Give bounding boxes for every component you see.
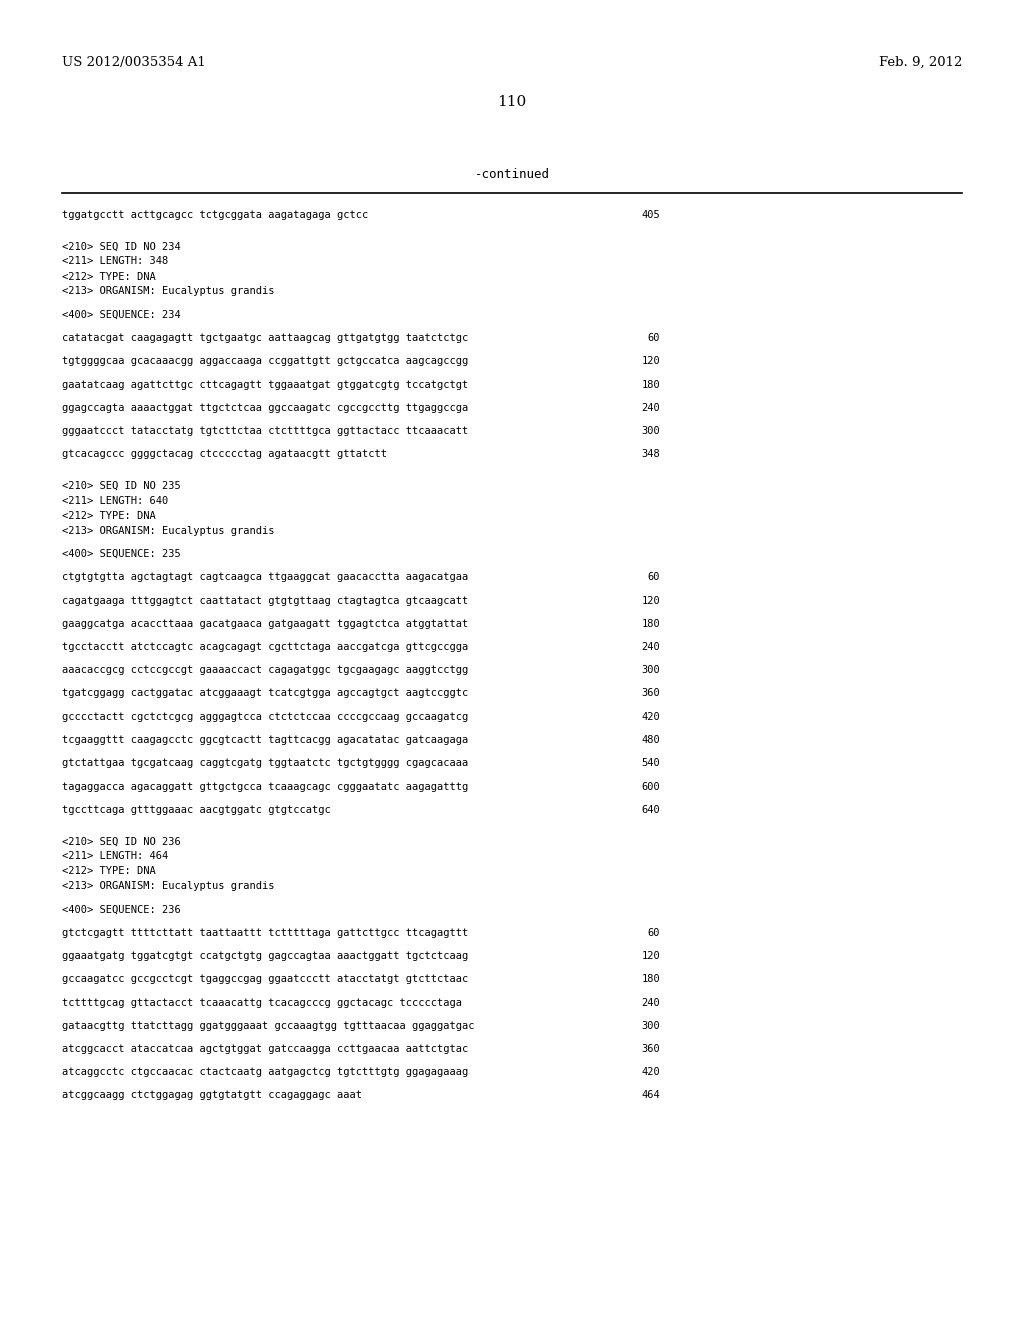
Text: 540: 540: [641, 758, 660, 768]
Text: 360: 360: [641, 689, 660, 698]
Text: tcttttgcag gttactacct tcaaacattg tcacagcccg ggctacagc tccccctaga: tcttttgcag gttactacct tcaaacattg tcacagc…: [62, 998, 462, 1007]
Text: 640: 640: [641, 805, 660, 814]
Text: gccaagatcc gccgcctcgt tgaggccgag ggaatccctt atacctatgt gtcttctaac: gccaagatcc gccgcctcgt tgaggccgag ggaatcc…: [62, 974, 468, 985]
Text: 240: 240: [641, 403, 660, 413]
Text: 300: 300: [641, 426, 660, 436]
Text: atcaggcctc ctgccaacac ctactcaatg aatgagctcg tgtctttgtg ggagagaaag: atcaggcctc ctgccaacac ctactcaatg aatgagc…: [62, 1068, 468, 1077]
Text: tggatgcctt acttgcagcc tctgcggata aagatagaga gctcc: tggatgcctt acttgcagcc tctgcggata aagatag…: [62, 210, 369, 220]
Text: tgtggggcaa gcacaaacgg aggaccaaga ccggattgtt gctgccatca aagcagccgg: tgtggggcaa gcacaaacgg aggaccaaga ccggatt…: [62, 356, 468, 366]
Text: tgcctacctt atctccagtc acagcagagt cgcttctaga aaccgatcga gttcgccgga: tgcctacctt atctccagtc acagcagagt cgcttct…: [62, 642, 468, 652]
Text: <400> SEQUENCE: 235: <400> SEQUENCE: 235: [62, 549, 181, 558]
Text: 464: 464: [641, 1090, 660, 1101]
Text: <212> TYPE: DNA: <212> TYPE: DNA: [62, 272, 156, 281]
Text: 60: 60: [647, 333, 660, 343]
Text: <400> SEQUENCE: 234: <400> SEQUENCE: 234: [62, 310, 181, 319]
Text: cagatgaaga tttggagtct caattatact gtgtgttaag ctagtagtca gtcaagcatt: cagatgaaga tttggagtct caattatact gtgtgtt…: [62, 595, 468, 606]
Text: 240: 240: [641, 998, 660, 1007]
Text: 405: 405: [641, 210, 660, 220]
Text: gaaggcatga acaccttaaa gacatgaaca gatgaagatt tggagtctca atggtattat: gaaggcatga acaccttaaa gacatgaaca gatgaag…: [62, 619, 468, 628]
Text: <212> TYPE: DNA: <212> TYPE: DNA: [62, 511, 156, 521]
Text: tgccttcaga gtttggaaac aacgtggatc gtgtccatgc: tgccttcaga gtttggaaac aacgtggatc gtgtcca…: [62, 805, 331, 814]
Text: gggaatccct tatacctatg tgtcttctaa ctcttttgca ggttactacc ttcaaacatt: gggaatccct tatacctatg tgtcttctaa ctctttt…: [62, 426, 468, 436]
Text: 60: 60: [647, 928, 660, 937]
Text: gaatatcaag agattcttgc cttcagagtt tggaaatgat gtggatcgtg tccatgctgt: gaatatcaag agattcttgc cttcagagtt tggaaat…: [62, 380, 468, 389]
Text: 60: 60: [647, 573, 660, 582]
Text: <400> SEQUENCE: 236: <400> SEQUENCE: 236: [62, 904, 181, 915]
Text: ggagccagta aaaactggat ttgctctcaa ggccaagatc cgccgccttg ttgaggccga: ggagccagta aaaactggat ttgctctcaa ggccaag…: [62, 403, 468, 413]
Text: 120: 120: [641, 356, 660, 366]
Text: <213> ORGANISM: Eucalyptus grandis: <213> ORGANISM: Eucalyptus grandis: [62, 286, 274, 297]
Text: Feb. 9, 2012: Feb. 9, 2012: [879, 55, 962, 69]
Text: 420: 420: [641, 711, 660, 722]
Text: aaacaccgcg cctccgccgt gaaaaccact cagagatggc tgcgaagagc aaggtcctgg: aaacaccgcg cctccgccgt gaaaaccact cagagat…: [62, 665, 468, 676]
Text: 600: 600: [641, 781, 660, 792]
Text: gcccctactt cgctctcgcg agggagtcca ctctctccaa ccccgccaag gccaagatcg: gcccctactt cgctctcgcg agggagtcca ctctctc…: [62, 711, 468, 722]
Text: 180: 180: [641, 619, 660, 628]
Text: 180: 180: [641, 380, 660, 389]
Text: tgatcggagg cactggatac atcggaaagt tcatcgtgga agccagtgct aagtccggtc: tgatcggagg cactggatac atcggaaagt tcatcgt…: [62, 689, 468, 698]
Text: 110: 110: [498, 95, 526, 110]
Text: tagaggacca agacaggatt gttgctgcca tcaaagcagc cgggaatatc aagagatttg: tagaggacca agacaggatt gttgctgcca tcaaagc…: [62, 781, 468, 792]
Text: ggaaatgatg tggatcgtgt ccatgctgtg gagccagtaa aaactggatt tgctctcaag: ggaaatgatg tggatcgtgt ccatgctgtg gagccag…: [62, 950, 468, 961]
Text: -continued: -continued: [474, 168, 550, 181]
Text: <210> SEQ ID NO 234: <210> SEQ ID NO 234: [62, 242, 181, 252]
Text: gtcacagccc ggggctacag ctccccctag agataacgtt gttatctt: gtcacagccc ggggctacag ctccccctag agataac…: [62, 449, 387, 459]
Text: 180: 180: [641, 974, 660, 985]
Text: 120: 120: [641, 950, 660, 961]
Text: ctgtgtgtta agctagtagt cagtcaagca ttgaaggcat gaacacctta aagacatgaa: ctgtgtgtta agctagtagt cagtcaagca ttgaagg…: [62, 573, 468, 582]
Text: <211> LENGTH: 348: <211> LENGTH: 348: [62, 256, 168, 267]
Text: gtctcgagtt ttttcttatt taattaattt tctttttaga gattcttgcc ttcagagttt: gtctcgagtt ttttcttatt taattaattt tcttttt…: [62, 928, 468, 937]
Text: tcgaaggttt caagagcctc ggcgtcactt tagttcacgg agacatatac gatcaagaga: tcgaaggttt caagagcctc ggcgtcactt tagttca…: [62, 735, 468, 744]
Text: <210> SEQ ID NO 235: <210> SEQ ID NO 235: [62, 480, 181, 491]
Text: atcggcaagg ctctggagag ggtgtatgtt ccagaggagc aaat: atcggcaagg ctctggagag ggtgtatgtt ccagagg…: [62, 1090, 362, 1101]
Text: <213> ORGANISM: Eucalyptus grandis: <213> ORGANISM: Eucalyptus grandis: [62, 525, 274, 536]
Text: <212> TYPE: DNA: <212> TYPE: DNA: [62, 866, 156, 876]
Text: 420: 420: [641, 1068, 660, 1077]
Text: atcggcacct ataccatcaa agctgtggat gatccaagga ccttgaacaa aattctgtac: atcggcacct ataccatcaa agctgtggat gatccaa…: [62, 1044, 468, 1053]
Text: 120: 120: [641, 595, 660, 606]
Text: 348: 348: [641, 449, 660, 459]
Text: <211> LENGTH: 640: <211> LENGTH: 640: [62, 496, 168, 506]
Text: US 2012/0035354 A1: US 2012/0035354 A1: [62, 55, 206, 69]
Text: gataacgttg ttatcttagg ggatgggaaat gccaaagtgg tgtttaacaa ggaggatgac: gataacgttg ttatcttagg ggatgggaaat gccaaa…: [62, 1020, 474, 1031]
Text: 240: 240: [641, 642, 660, 652]
Text: 300: 300: [641, 1020, 660, 1031]
Text: <213> ORGANISM: Eucalyptus grandis: <213> ORGANISM: Eucalyptus grandis: [62, 882, 274, 891]
Text: 360: 360: [641, 1044, 660, 1053]
Text: 300: 300: [641, 665, 660, 676]
Text: gtctattgaa tgcgatcaag caggtcgatg tggtaatctc tgctgtgggg cgagcacaaa: gtctattgaa tgcgatcaag caggtcgatg tggtaat…: [62, 758, 468, 768]
Text: 480: 480: [641, 735, 660, 744]
Text: <210> SEQ ID NO 236: <210> SEQ ID NO 236: [62, 837, 181, 846]
Text: catatacgat caagagagtt tgctgaatgc aattaagcag gttgatgtgg taatctctgc: catatacgat caagagagtt tgctgaatgc aattaag…: [62, 333, 468, 343]
Text: <211> LENGTH: 464: <211> LENGTH: 464: [62, 851, 168, 861]
